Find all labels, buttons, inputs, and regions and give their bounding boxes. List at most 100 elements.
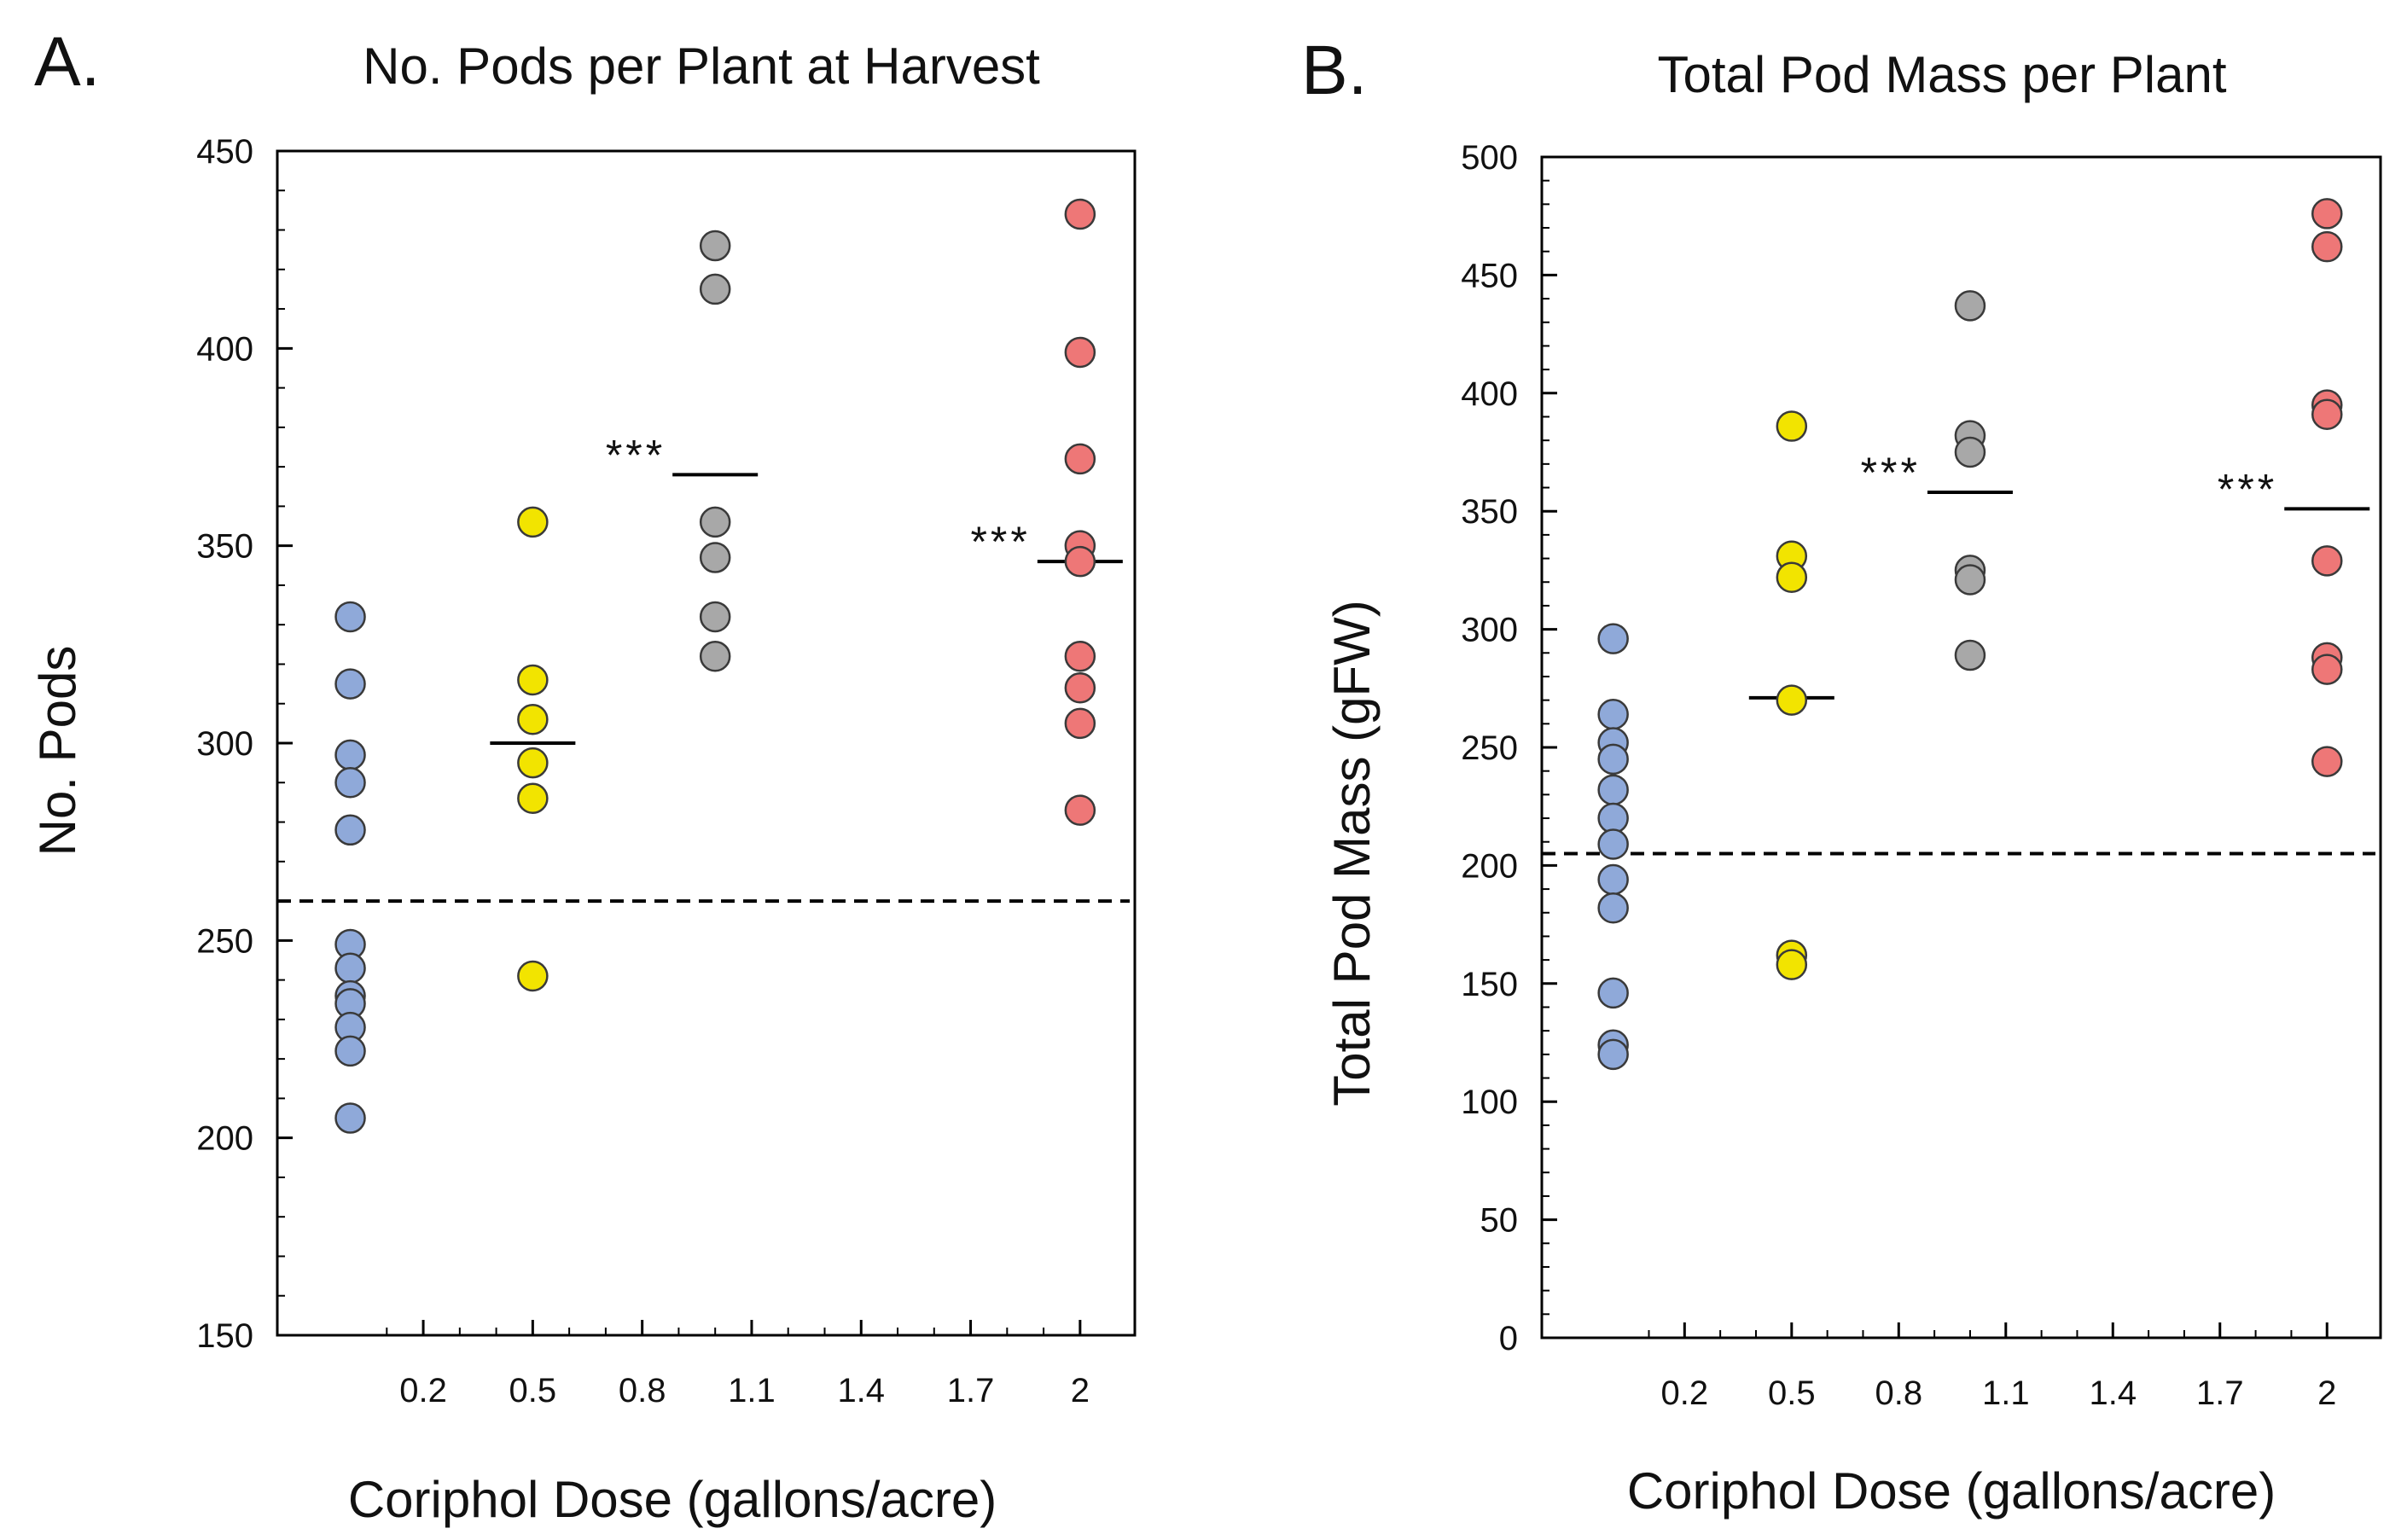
panel-b-x-tick-label: 0.5 bbox=[1768, 1374, 1816, 1412]
panel-a-data-point-2 bbox=[1064, 794, 1096, 826]
panel-a-data-point-0.5 bbox=[517, 782, 549, 815]
panel-b-x-tick-label: 1.7 bbox=[2196, 1374, 2244, 1412]
panel-b-data-point-0.5 bbox=[1776, 410, 1808, 442]
panel-b-significance-2: *** bbox=[2218, 465, 2277, 513]
panel-b-data-point-0 bbox=[1597, 623, 1629, 654]
panel-b-data-point-2 bbox=[2311, 230, 2343, 263]
panel-b-title: Total Pod Mass per Plant bbox=[1657, 46, 2226, 103]
panel-b-data-point-0 bbox=[1597, 698, 1629, 730]
panel-b-x-tick-label: 0.2 bbox=[1661, 1374, 1709, 1412]
panel-a-data-point-0 bbox=[334, 814, 366, 846]
panel-a-plot: 150 200 250 300 350 400 450 0.2 0.5 0.8 1.1 1.4 1.7 2… bbox=[196, 133, 1137, 1409]
panel-a-y-tick-label: 350 bbox=[196, 528, 253, 566]
panel-b-y-tick-label: 400 bbox=[1461, 375, 1518, 413]
panel-b-data-point-0.5 bbox=[1776, 684, 1808, 716]
panel-a-xlabel: Coriphol Dose (gallons/acre) bbox=[348, 1471, 997, 1528]
panel-a-data-point-2 bbox=[1064, 198, 1096, 230]
panel-a-data-point-0 bbox=[334, 952, 366, 984]
panel-b-data-point-2 bbox=[2311, 398, 2343, 430]
panel-a-data-point-0 bbox=[334, 668, 366, 700]
panel-b-y-tick-label: 50 bbox=[1480, 1202, 1519, 1240]
panel-a-x-tick-label: 0.8 bbox=[619, 1372, 666, 1409]
panel-a-x-tick-label: 1.4 bbox=[837, 1372, 885, 1409]
panel-b-y-tick-label: 150 bbox=[1461, 966, 1518, 1003]
panel-a-y-tick-label: 300 bbox=[196, 725, 253, 763]
panel-b-data-point-2 bbox=[2311, 545, 2343, 577]
panel-a-data-point-2 bbox=[1064, 640, 1096, 672]
panel-b-x-tick-label: 0.8 bbox=[1875, 1374, 1922, 1412]
panel-a-data-point-1 bbox=[699, 273, 731, 305]
panel-a-x-tick-label: 0.5 bbox=[509, 1372, 557, 1409]
panel-a-data-point-0.5 bbox=[517, 506, 549, 538]
panel-b-data-point-0 bbox=[1597, 828, 1629, 860]
panel-b-y-tick-label: 300 bbox=[1461, 612, 1518, 649]
panel-b-data-point-0.5 bbox=[1776, 561, 1808, 593]
panel-a-data-point-0 bbox=[334, 601, 366, 633]
panel-b-letter: B. bbox=[1301, 32, 1367, 109]
panel-a-y-tick-label: 200 bbox=[196, 1120, 253, 1158]
panel-b-data-point-2 bbox=[2311, 198, 2343, 230]
panel-a-y-tick-label: 250 bbox=[196, 922, 253, 960]
panel-a-data-point-2 bbox=[1064, 336, 1096, 369]
panel-a-data-point-0 bbox=[334, 767, 366, 799]
panel-a-y-tick-label: 400 bbox=[196, 330, 253, 368]
panel-b-data-point-0.5 bbox=[1776, 949, 1808, 980]
panel-b-y-tick-label: 350 bbox=[1461, 493, 1518, 531]
panel-b-data-point-1 bbox=[1954, 639, 1986, 671]
panel-a-title: No. Pods per Plant at Harvest bbox=[363, 38, 1040, 95]
panel-a-ylabel: No. Pods bbox=[29, 646, 86, 857]
panel-a-data-point-0.5 bbox=[517, 960, 549, 992]
panel-a-data-point-2 bbox=[1064, 443, 1096, 475]
panel-b-data-point-2 bbox=[2311, 746, 2343, 777]
panel-a-data-point-0 bbox=[334, 1102, 366, 1134]
panel-b-data-point-0 bbox=[1597, 892, 1629, 924]
panel-b-data-point-0 bbox=[1597, 977, 1629, 1009]
panel-a-data-point-2 bbox=[1064, 707, 1096, 740]
panel-a-data-point-1 bbox=[699, 542, 731, 573]
panel-a-x-tick-label: 1.7 bbox=[947, 1372, 995, 1409]
panel-b-y-tick-label: 450 bbox=[1461, 257, 1518, 294]
panel-a-y-tick-label: 150 bbox=[196, 1317, 253, 1355]
panel-a-data-point-1 bbox=[699, 640, 731, 672]
panel-a-data-point-1 bbox=[699, 601, 731, 633]
panel-b-x-tick-label: 1.1 bbox=[1982, 1374, 2030, 1412]
panel-a-data-point-1 bbox=[699, 230, 731, 262]
panel-b-data-point-0 bbox=[1597, 802, 1629, 834]
panel-b-x-tick-label: 1.4 bbox=[2089, 1374, 2137, 1412]
panel-a-significance-2: *** bbox=[970, 518, 1030, 566]
panel-a-data-point-2 bbox=[1064, 671, 1096, 704]
panel-a-data-point-0.5 bbox=[517, 703, 549, 735]
panel-b-data-point-0 bbox=[1597, 1038, 1629, 1071]
panel-a-data-point-0.5 bbox=[517, 664, 549, 696]
panel-b-y-tick-label: 250 bbox=[1461, 729, 1518, 767]
panel-a-data-point-0 bbox=[334, 739, 366, 771]
panel-a-letter: A. bbox=[34, 23, 100, 101]
panel-b-data-point-1 bbox=[1954, 290, 1986, 322]
panel-a-data-point-2 bbox=[1064, 545, 1096, 578]
panel-b-y-tick-label: 100 bbox=[1461, 1084, 1518, 1121]
panel-b-y-tick-label: 0 bbox=[1499, 1320, 1518, 1357]
panel-a-plot-frame bbox=[276, 149, 1137, 1337]
panel-b-data-point-2 bbox=[2311, 654, 2343, 685]
panel-a-y-tick-label: 450 bbox=[196, 133, 253, 171]
panel-a-significance-1: *** bbox=[606, 431, 666, 479]
panel-a-x-tick-label: 2 bbox=[1071, 1372, 1090, 1409]
panel-b-plot-frame bbox=[1540, 155, 2382, 1340]
panel-b-x-tick-label: 2 bbox=[2317, 1374, 2336, 1412]
panel-b-data-point-0 bbox=[1597, 743, 1629, 776]
panel-b-xlabel: Coriphol Dose (gallons/acre) bbox=[1627, 1462, 2276, 1520]
panel-a-data-point-0 bbox=[334, 1035, 366, 1067]
panel-b-significance-1: *** bbox=[1861, 449, 1921, 497]
panel-b-data-point-0 bbox=[1597, 863, 1629, 896]
panel-b-data-point-1 bbox=[1954, 436, 1986, 468]
panel-a-x-tick-label: 1.1 bbox=[728, 1372, 776, 1409]
panel-a-data-point-0.5 bbox=[517, 747, 549, 779]
panel-b-plot: 0 50 100 150 200 250 300 350 400 450 500 0.2 0.5 0.8 1… bbox=[1461, 139, 2382, 1412]
panel-a-data-point-1 bbox=[699, 506, 731, 538]
panel-b-y-tick-label: 200 bbox=[1461, 847, 1518, 885]
panel-b-data-point-0 bbox=[1597, 774, 1629, 806]
panel-a-x-tick-label: 0.2 bbox=[399, 1372, 447, 1409]
panel-b-data-point-1 bbox=[1954, 564, 1986, 596]
panel-b-y-tick-label: 500 bbox=[1461, 139, 1518, 177]
